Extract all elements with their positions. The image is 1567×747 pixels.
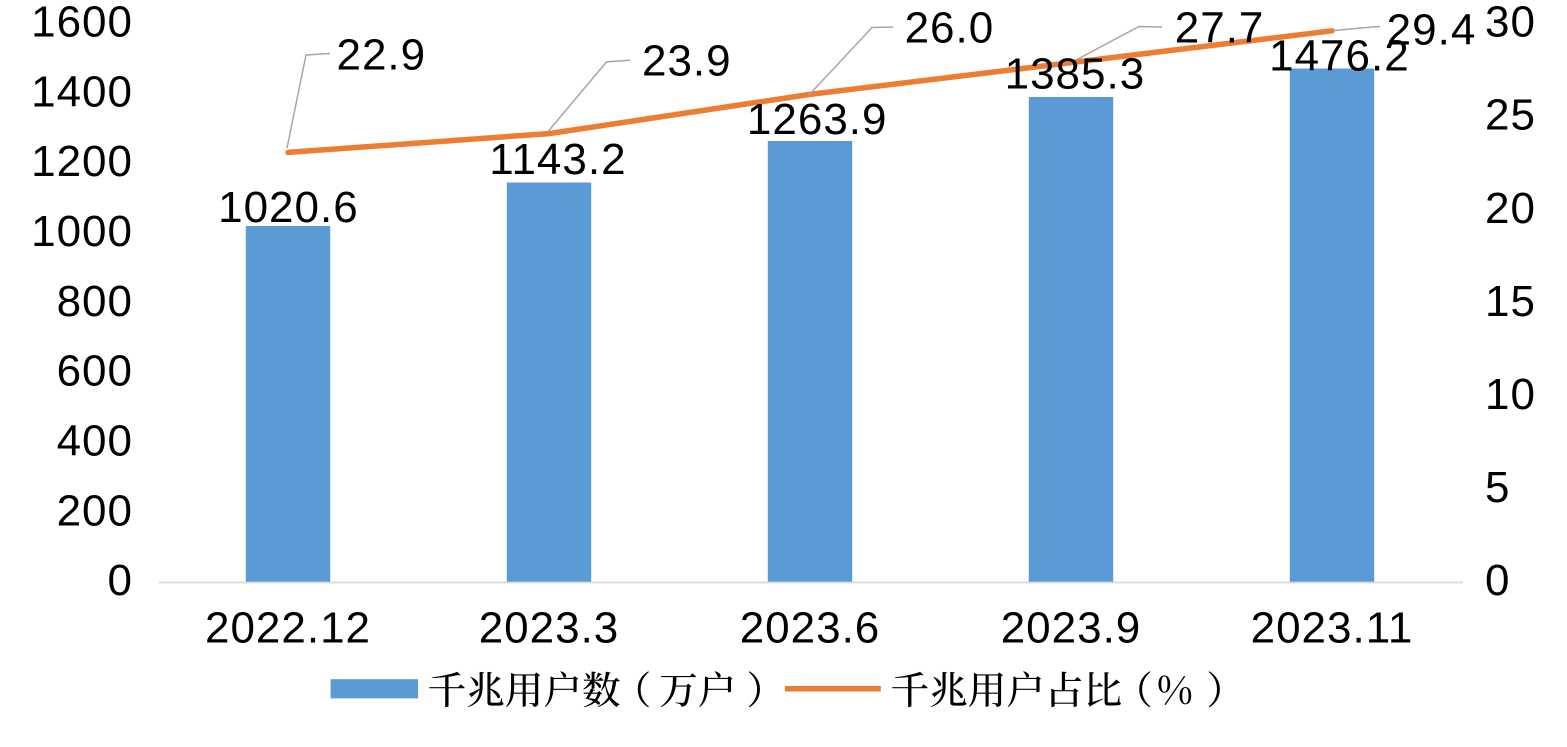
svg-text:5: 5 bbox=[1485, 463, 1510, 512]
svg-text:1476.2: 1476.2 bbox=[1269, 31, 1410, 80]
svg-text:400: 400 bbox=[57, 417, 133, 466]
svg-text:800: 800 bbox=[57, 277, 133, 326]
svg-text:1200: 1200 bbox=[31, 137, 133, 186]
svg-text:2023.11: 2023.11 bbox=[1251, 604, 1414, 653]
svg-text:2023.3: 2023.3 bbox=[479, 604, 620, 653]
svg-text:22.9: 22.9 bbox=[336, 31, 426, 80]
svg-text:2022.12: 2022.12 bbox=[205, 604, 371, 653]
svg-text:25: 25 bbox=[1485, 91, 1536, 140]
svg-text:29.4: 29.4 bbox=[1387, 5, 1477, 54]
svg-text:1600: 1600 bbox=[31, 0, 133, 47]
svg-text:27.7: 27.7 bbox=[1175, 4, 1265, 53]
svg-text:23.9: 23.9 bbox=[642, 36, 732, 85]
svg-text:1000: 1000 bbox=[31, 207, 133, 256]
svg-text:0: 0 bbox=[1485, 556, 1510, 605]
svg-text:1400: 1400 bbox=[31, 67, 133, 116]
svg-text:1020.6: 1020.6 bbox=[218, 183, 359, 232]
svg-text:2023.6: 2023.6 bbox=[740, 604, 881, 653]
svg-text:20: 20 bbox=[1485, 184, 1536, 233]
svg-text:2023.9: 2023.9 bbox=[1001, 604, 1142, 653]
svg-text:1263.9: 1263.9 bbox=[747, 95, 888, 144]
svg-text:200: 200 bbox=[57, 486, 133, 535]
svg-text:15: 15 bbox=[1485, 277, 1536, 326]
svg-text:26.0: 26.0 bbox=[905, 4, 995, 53]
svg-text:10: 10 bbox=[1485, 370, 1536, 419]
svg-text:1385.3: 1385.3 bbox=[1005, 50, 1146, 99]
svg-text:600: 600 bbox=[57, 347, 133, 396]
svg-text:30: 30 bbox=[1485, 0, 1536, 47]
svg-text:0: 0 bbox=[108, 556, 133, 605]
svg-text:1143.2: 1143.2 bbox=[489, 135, 626, 184]
